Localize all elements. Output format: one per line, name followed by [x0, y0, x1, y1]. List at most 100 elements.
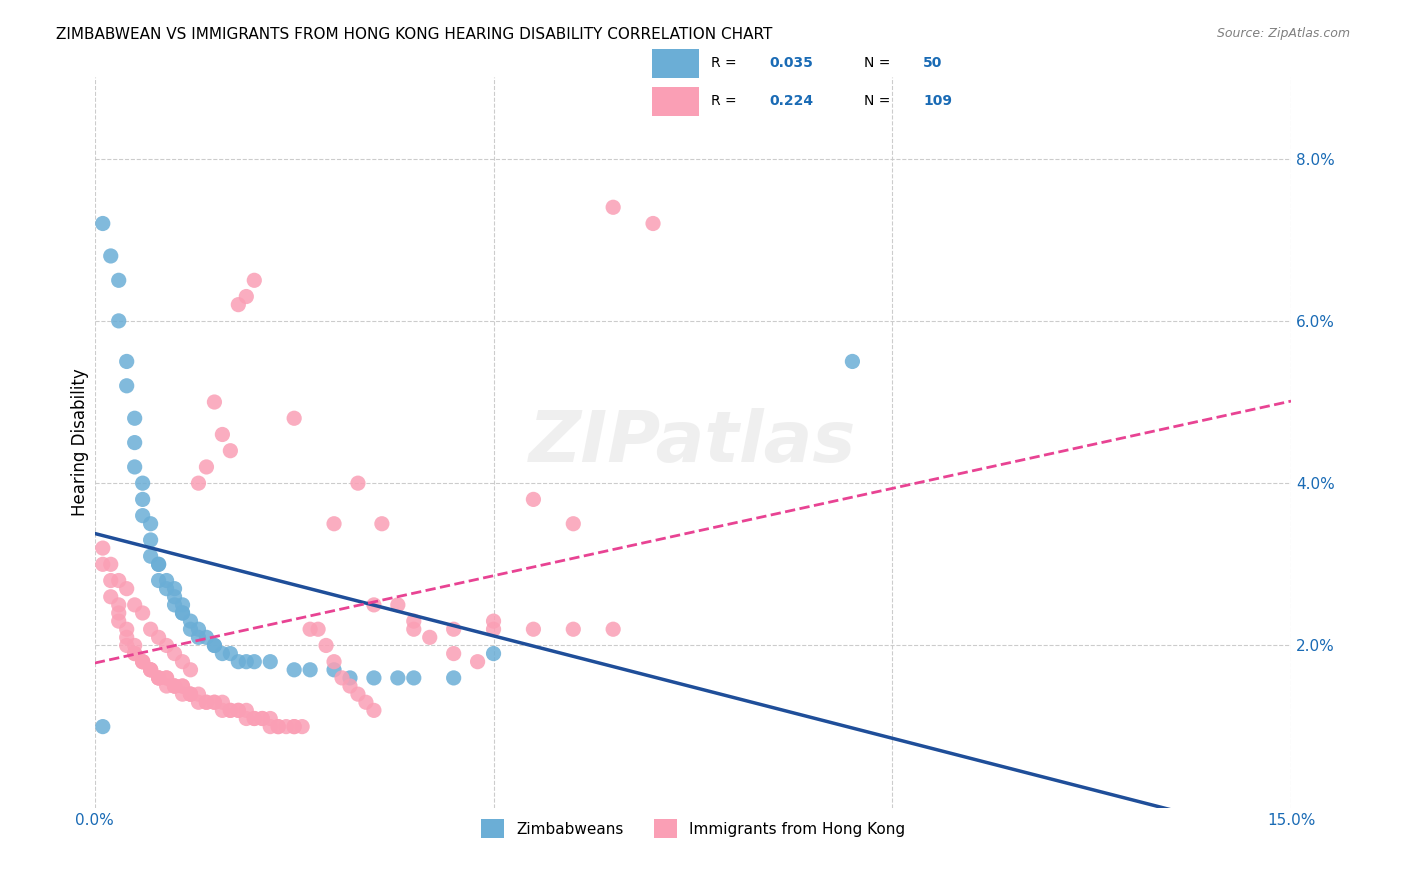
Point [522, 492, 544, 507]
Point [443, 671, 465, 685]
Point [323, 655, 346, 669]
Point [323, 516, 346, 531]
Text: 0.035: 0.035 [769, 56, 814, 70]
Point [228, 703, 250, 717]
Text: N =: N = [865, 95, 894, 108]
Point [259, 655, 281, 669]
Point [131, 606, 153, 620]
Point [323, 663, 346, 677]
Point [172, 655, 194, 669]
Point [307, 622, 329, 636]
Point [219, 647, 242, 661]
Point [91, 541, 114, 555]
Point [172, 606, 194, 620]
Point [163, 590, 186, 604]
Point [443, 622, 465, 636]
Point [172, 687, 194, 701]
Point [204, 695, 226, 709]
Point [148, 574, 170, 588]
Point [148, 671, 170, 685]
Point [163, 598, 186, 612]
Point [228, 298, 250, 312]
Point [602, 200, 624, 214]
Point [131, 492, 153, 507]
Point [107, 598, 129, 612]
Point [219, 703, 242, 717]
Point [276, 720, 298, 734]
Point [172, 679, 194, 693]
Text: Source: ZipAtlas.com: Source: ZipAtlas.com [1216, 27, 1350, 40]
Point [124, 435, 146, 450]
Point [259, 720, 281, 734]
Point [347, 687, 370, 701]
Point [139, 533, 162, 547]
Point [131, 508, 153, 523]
Point [204, 639, 226, 653]
Point [315, 639, 337, 653]
Point [148, 558, 170, 572]
Text: 50: 50 [924, 56, 942, 70]
Point [131, 655, 153, 669]
Point [91, 217, 114, 231]
Point [163, 679, 186, 693]
FancyBboxPatch shape [651, 49, 699, 78]
Point [602, 622, 624, 636]
Point [211, 647, 233, 661]
Point [100, 558, 122, 572]
Point [163, 679, 186, 693]
Point [139, 549, 162, 564]
Point [131, 655, 153, 669]
Point [115, 622, 138, 636]
Point [100, 590, 122, 604]
Point [172, 606, 194, 620]
Point [363, 703, 385, 717]
Point [252, 711, 274, 725]
Point [115, 354, 138, 368]
Point [91, 558, 114, 572]
Point [467, 655, 489, 669]
Text: N =: N = [865, 56, 894, 70]
Point [195, 695, 218, 709]
Point [299, 622, 322, 636]
Point [163, 582, 186, 596]
Point [267, 720, 290, 734]
Text: ZIMBABWEAN VS IMMIGRANTS FROM HONG KONG HEARING DISABILITY CORRELATION CHART: ZIMBABWEAN VS IMMIGRANTS FROM HONG KONG … [56, 27, 773, 42]
Point [235, 703, 257, 717]
Point [100, 249, 122, 263]
Point [482, 622, 505, 636]
Point [267, 720, 290, 734]
Point [211, 427, 233, 442]
Point [124, 647, 146, 661]
Point [107, 614, 129, 628]
Point [387, 671, 409, 685]
Point [211, 695, 233, 709]
Point [522, 622, 544, 636]
Point [187, 695, 209, 709]
Point [155, 582, 177, 596]
Point [187, 687, 209, 701]
Point [562, 622, 585, 636]
Point [211, 703, 233, 717]
Point [124, 639, 146, 653]
Point [195, 695, 218, 709]
Point [124, 411, 146, 425]
Point [283, 411, 305, 425]
Point [402, 622, 425, 636]
Point [235, 655, 257, 669]
Y-axis label: Hearing Disability: Hearing Disability [72, 368, 89, 516]
Point [179, 663, 201, 677]
Point [187, 622, 209, 636]
Point [283, 663, 305, 677]
Point [91, 720, 114, 734]
Point [139, 663, 162, 677]
Text: ZIPatlas: ZIPatlas [529, 409, 856, 477]
Point [354, 695, 377, 709]
Point [115, 379, 138, 393]
Point [179, 687, 201, 701]
Point [283, 720, 305, 734]
Point [243, 711, 266, 725]
Point [179, 687, 201, 701]
Point [235, 289, 257, 303]
Point [291, 720, 314, 734]
Text: R =: R = [710, 56, 741, 70]
